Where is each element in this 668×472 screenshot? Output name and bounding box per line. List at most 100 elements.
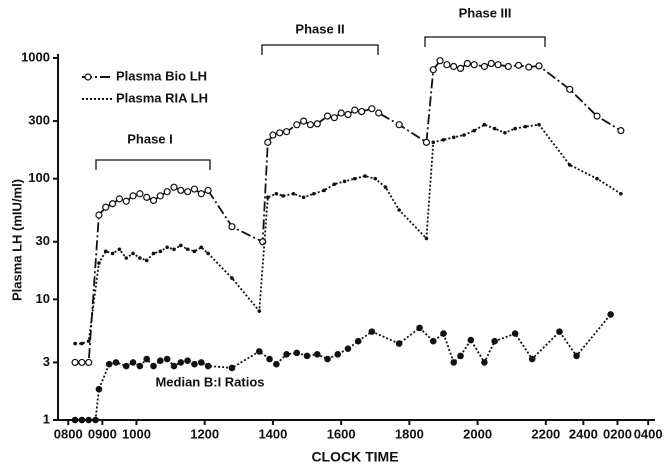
point [177, 186, 185, 194]
y-tick-label: 30 [36, 233, 50, 248]
point [482, 122, 487, 127]
point [480, 62, 489, 71]
x-tick-label: 0400 [634, 426, 663, 441]
point [492, 126, 497, 131]
point [344, 110, 352, 119]
point [456, 64, 465, 72]
point [255, 348, 263, 355]
point [156, 192, 164, 200]
point [494, 61, 502, 69]
point [525, 63, 533, 71]
point [523, 124, 528, 129]
point [463, 59, 471, 68]
point [197, 190, 205, 198]
y-axis-title: Plasma LH (mIU/ml) [9, 179, 24, 301]
point [462, 133, 466, 137]
point [184, 357, 191, 365]
point [351, 106, 359, 114]
point [528, 355, 536, 363]
point [282, 128, 291, 136]
point [129, 192, 137, 200]
point [424, 236, 429, 241]
point [291, 191, 296, 196]
legend-label: Plasma Bio LH [116, 68, 207, 83]
point [185, 247, 190, 252]
point [191, 360, 198, 368]
x-tick-label: 0800 [54, 426, 83, 441]
point [283, 351, 290, 358]
x-tick-label: 2400 [569, 426, 598, 441]
phase-bracket [424, 36, 546, 47]
point [103, 249, 108, 254]
y-tick-label: 1000 [21, 49, 50, 64]
point [163, 188, 171, 196]
point [358, 107, 366, 116]
point [86, 339, 91, 343]
point [375, 109, 383, 117]
point [397, 208, 401, 212]
legend-label: Plasma RIA LH [116, 90, 208, 105]
point [436, 57, 444, 65]
point [78, 358, 86, 367]
point [617, 127, 625, 135]
point [197, 359, 205, 366]
point [136, 190, 144, 198]
x-tick-label: 1200 [190, 426, 219, 441]
point [467, 336, 475, 344]
point [470, 61, 478, 69]
point [85, 358, 93, 367]
point [619, 191, 623, 196]
point [179, 243, 183, 248]
point [92, 416, 99, 424]
point [395, 340, 403, 347]
point [607, 311, 614, 318]
point [301, 195, 306, 200]
point [269, 131, 277, 139]
point [303, 352, 311, 360]
x-tick-label: 1000 [122, 426, 151, 441]
point [102, 203, 110, 211]
point [422, 138, 431, 146]
point [481, 359, 488, 366]
point [593, 112, 601, 120]
point [95, 385, 103, 393]
point [230, 276, 234, 280]
point [451, 135, 456, 140]
point [373, 176, 378, 181]
x-tick-label: 0200 [603, 426, 632, 441]
point [573, 352, 580, 360]
point [266, 195, 270, 200]
point [443, 61, 451, 69]
point [293, 121, 301, 129]
point [332, 182, 337, 186]
point [199, 245, 204, 250]
point [334, 351, 342, 358]
point [266, 355, 273, 363]
point [117, 247, 122, 252]
point [165, 245, 169, 250]
point [368, 105, 376, 113]
point [276, 129, 284, 137]
point [163, 355, 171, 363]
point [514, 61, 523, 69]
point [416, 324, 423, 332]
y-tick-label: 300 [28, 113, 50, 128]
point [503, 130, 507, 135]
point [150, 362, 157, 370]
y-tick-label: 100 [28, 170, 50, 185]
point [71, 416, 79, 424]
y-tick-label: 10 [36, 291, 50, 306]
point [313, 351, 321, 358]
point [306, 121, 315, 129]
phase-label: Phase II [295, 21, 344, 36]
x-tick-label: 1800 [395, 426, 424, 441]
point [537, 122, 541, 127]
point [129, 359, 137, 366]
point [138, 256, 142, 260]
point [595, 176, 599, 181]
point [274, 191, 279, 196]
point [144, 258, 149, 263]
point [491, 337, 498, 345]
point [431, 140, 436, 145]
point [450, 62, 458, 71]
